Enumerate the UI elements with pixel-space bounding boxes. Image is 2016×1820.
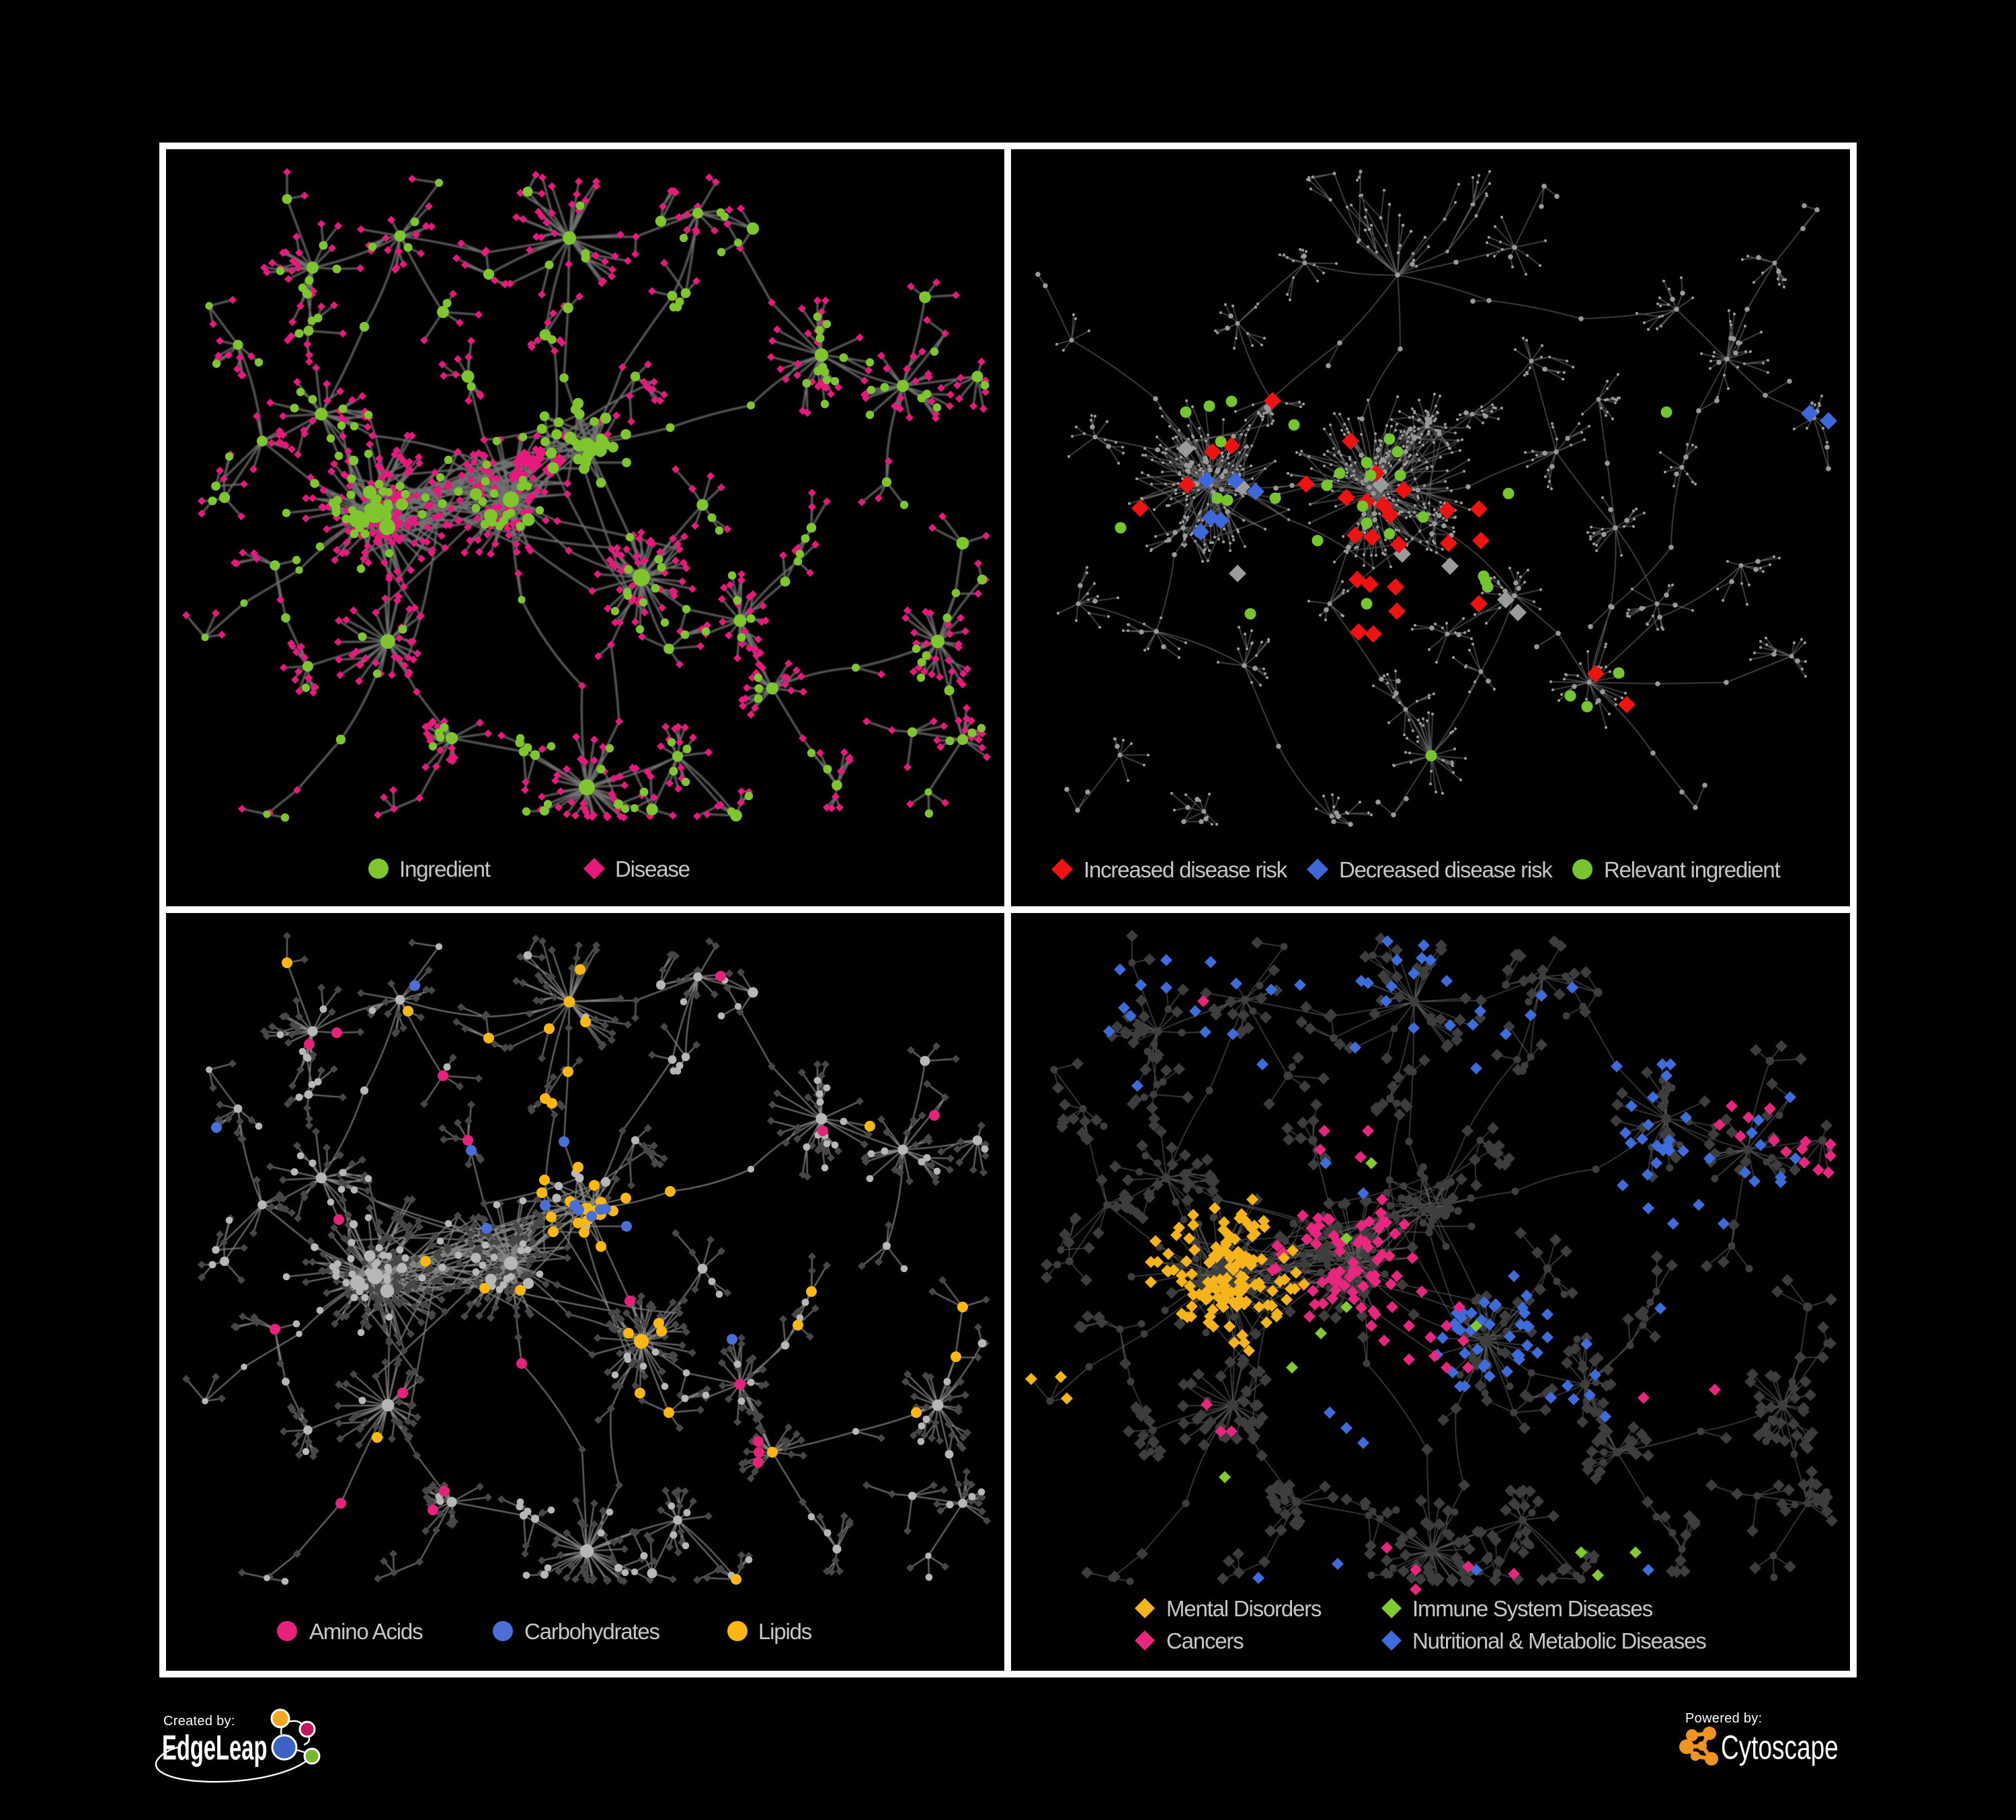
svg-text:Nutritional & Metabolic Diseas: Nutritional & Metabolic Diseases [1412, 1628, 1706, 1653]
svg-text:Increased disease risk: Increased disease risk [1084, 857, 1288, 882]
svg-text:Carbohydrates: Carbohydrates [524, 1619, 660, 1644]
svg-text:EdgeLeap: EdgeLeap [162, 1729, 267, 1768]
svg-text:Decreased disease risk: Decreased disease risk [1339, 857, 1553, 882]
svg-text:Created by:: Created by: [163, 1714, 235, 1729]
svg-text:Disease: Disease [615, 857, 690, 881]
svg-text:Powered by:: Powered by: [1685, 1711, 1762, 1726]
svg-text:Mental Disorders: Mental Disorders [1166, 1596, 1322, 1621]
svg-text:Lipids: Lipids [758, 1619, 812, 1644]
svg-text:Cytoscape: Cytoscape [1721, 1729, 1839, 1767]
svg-text:Ingredient: Ingredient [399, 857, 491, 881]
svg-text:Cancers: Cancers [1166, 1628, 1244, 1653]
svg-text:Relevant ingredient: Relevant ingredient [1604, 857, 1781, 882]
svg-text:Immune System Diseases: Immune System Diseases [1412, 1596, 1653, 1621]
svg-text:Amino Acids: Amino Acids [309, 1619, 423, 1644]
